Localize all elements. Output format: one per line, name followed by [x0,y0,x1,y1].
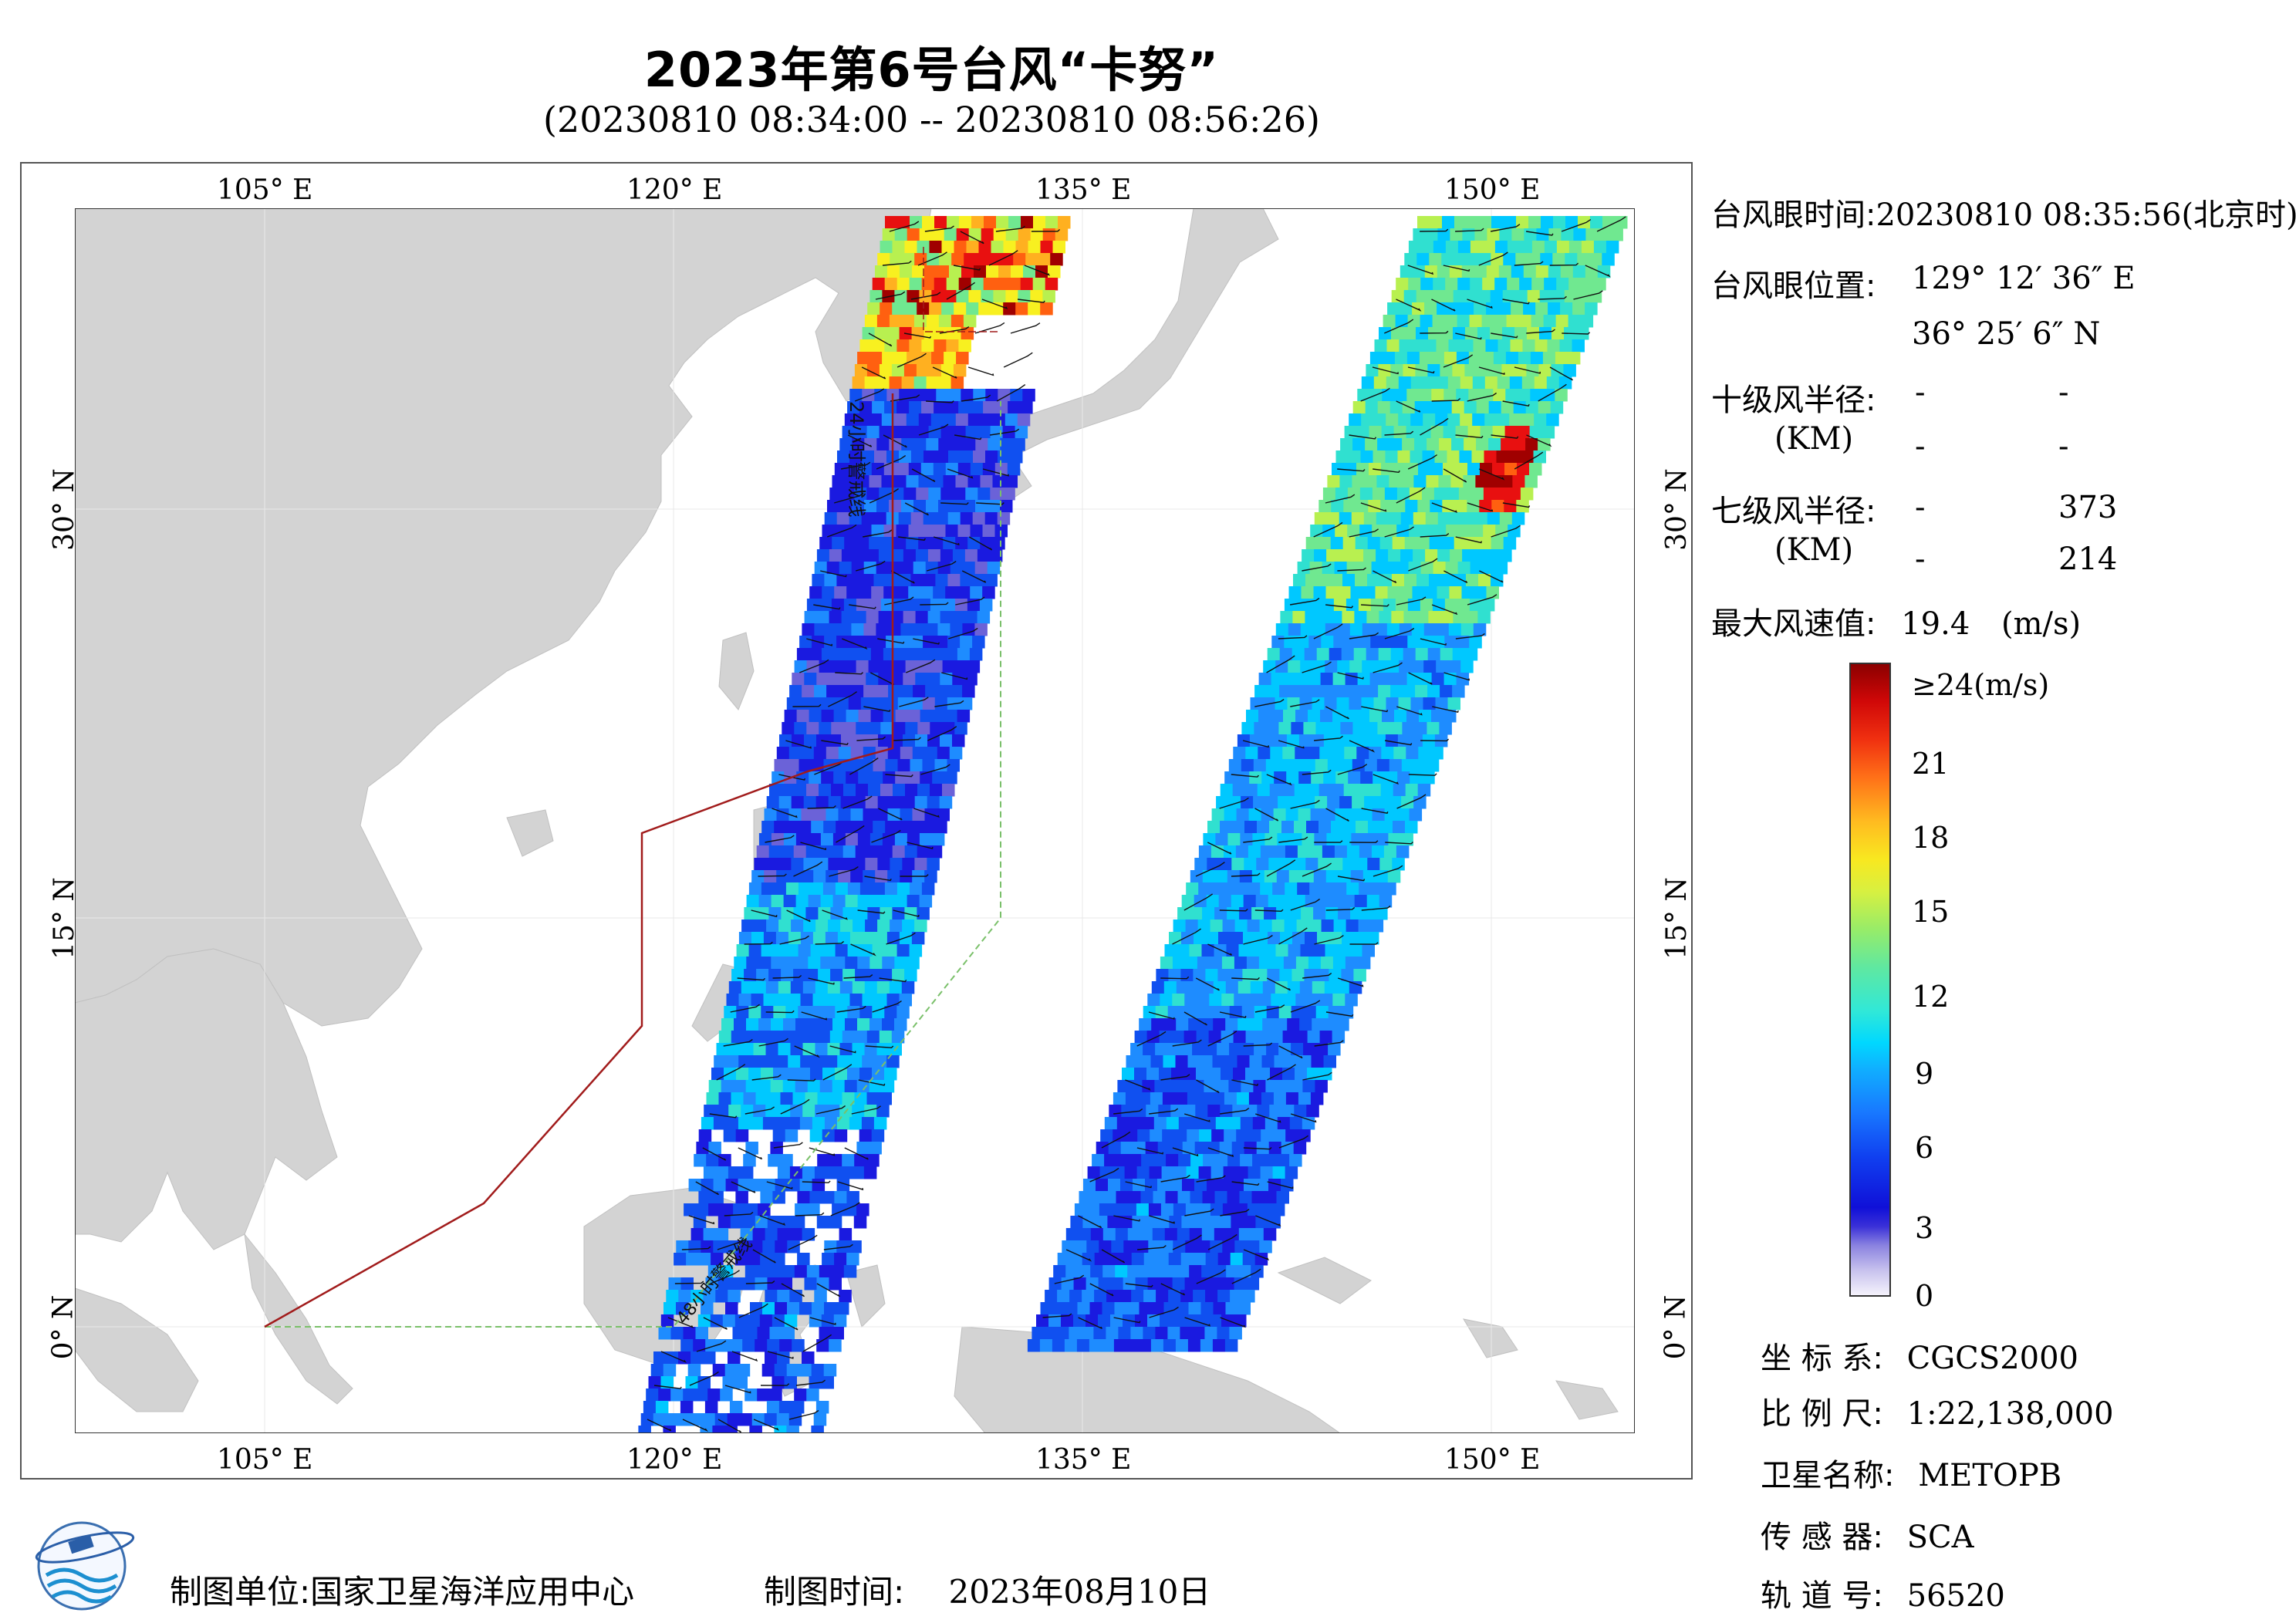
max-wind-value: 19.4 [1901,606,1970,642]
scale-value: 1:22,138,000 [1906,1396,2114,1432]
orbit-value: 56520 [1906,1578,2005,1614]
label-24h-line: 24小时警戒线 [846,401,867,518]
map-frame [20,162,1693,1480]
orbit-label: 轨 道 号: [1761,1578,1883,1614]
r10-row2-a: - [1915,429,1926,464]
warning-line-48h [265,401,1001,1328]
footer-time: 制图时间: 2023年08月10日 [764,1566,1210,1613]
map-subtitle: (20230810 08:34:00 -- 20230810 08:56:26) [543,99,1320,140]
eye-time-row: 台风眼时间:20230810 08:35:56(北京时) [1711,190,2296,235]
typhoon-boundary [923,247,1001,332]
lat-left-15: 15° N [48,877,80,960]
colorbar-tick-12: 12 [1912,980,1950,1014]
colorbar-tick-3: 3 [1915,1211,1934,1245]
orbit-row: 轨 道 号: 56520 [1761,1571,2005,1615]
footer-time-value: 2023年08月10日 [948,1573,1211,1611]
footer-unit-value: 国家卫星海洋应用中心 [310,1573,635,1611]
swath-east [1027,216,1628,1352]
crs-row: 坐 标 系: CGCS2000 [1761,1333,2078,1378]
lat-right-0: 0° N [1660,1294,1692,1360]
r10-unit: (KM) [1774,421,1854,457]
lon-top-120: 120° E [626,174,723,206]
scale-row: 比 例 尺: 1:22,138,000 [1761,1388,2114,1433]
r10-row1-b: - [2058,375,2069,410]
eye-lon: 129° 12′ 36″ E [1912,261,2136,296]
colorbar-tick-21: 21 [1912,747,1950,781]
sensor-row: 传 感 器: SCA [1761,1512,1974,1557]
lon-bottom-105: 105° E [217,1444,313,1476]
wind-map[interactable]: 24小时警戒线 48小时警戒线 [75,208,1635,1433]
sat-value: METOPB [1918,1458,2062,1493]
nsoas-logo [35,1521,135,1611]
footer-time-label: 制图时间: [764,1573,905,1611]
swath-west [638,216,1071,1433]
colorbar-tick-6: 6 [1915,1131,1934,1165]
scale-label: 比 例 尺: [1761,1396,1883,1432]
eye-time-label: 台风眼时间: [1711,197,1876,233]
r7-row1-a: - [1915,490,1926,525]
max-wind-row: 最大风速值: 19.4 (m/s) [1711,599,2081,643]
sat-row: 卫星名称: METOPB [1761,1450,2061,1495]
lat-left-0: 0° N [47,1294,79,1360]
lat-right-15: 15° N [1660,877,1693,960]
r10-label: 十级风半径: [1711,383,1876,418]
colorbar-tick-0: 0 [1915,1279,1934,1313]
lon-bottom-120: 120° E [626,1444,723,1476]
lon-top-135: 135° E [1035,174,1132,206]
sat-label: 卫星名称: [1761,1458,1895,1493]
max-wind-label: 最大风速值: [1711,606,1876,642]
crs-value: CGCS2000 [1906,1341,2078,1376]
colorbar-tick-18: 18 [1912,821,1950,855]
map-title: 2023年第6号台风“卡努” [643,42,1220,98]
r7-row2-b: 214 [2058,542,2118,577]
r7-unit: (KM) [1774,532,1854,568]
r10-row1-a: - [1915,375,1926,410]
warning-line-24h [264,393,894,1328]
colorbar [1849,663,1891,1297]
sensor-label: 传 感 器: [1761,1520,1883,1555]
crs-label: 坐 标 系: [1761,1341,1883,1376]
lat-right-30: 30° N [1660,468,1693,551]
lat-left-30: 30° N [48,468,80,551]
eye-lat: 36° 25′ 6″ N [1912,316,2101,352]
lon-bottom-150: 150° E [1444,1444,1541,1476]
eye-pos-label: 台风眼位置: [1711,268,1876,304]
r10-row2-b: - [2058,429,2069,464]
footer-unit-label: 制图单位: [170,1573,311,1611]
max-wind-unit: (m/s) [2001,606,2082,642]
colorbar-tick-9: 9 [1915,1057,1934,1091]
r7-label: 七级风半径: [1711,494,1876,529]
r7-row2-a: - [1915,542,1926,577]
lon-top-150: 150° E [1444,174,1541,206]
r7-row1-b: 373 [2058,490,2118,525]
lon-bottom-135: 135° E [1035,1444,1132,1476]
lon-top-105: 105° E [217,174,313,206]
eye-time-value: 20230810 08:35:56(北京时) [1876,197,2296,233]
colorbar-tick-15: 15 [1912,895,1950,929]
sensor-value: SCA [1906,1520,1974,1555]
colorbar-top-label: ≥24(m/s) [1912,668,2050,702]
footer-unit: 制图单位:国家卫星海洋应用中心 [170,1566,634,1613]
